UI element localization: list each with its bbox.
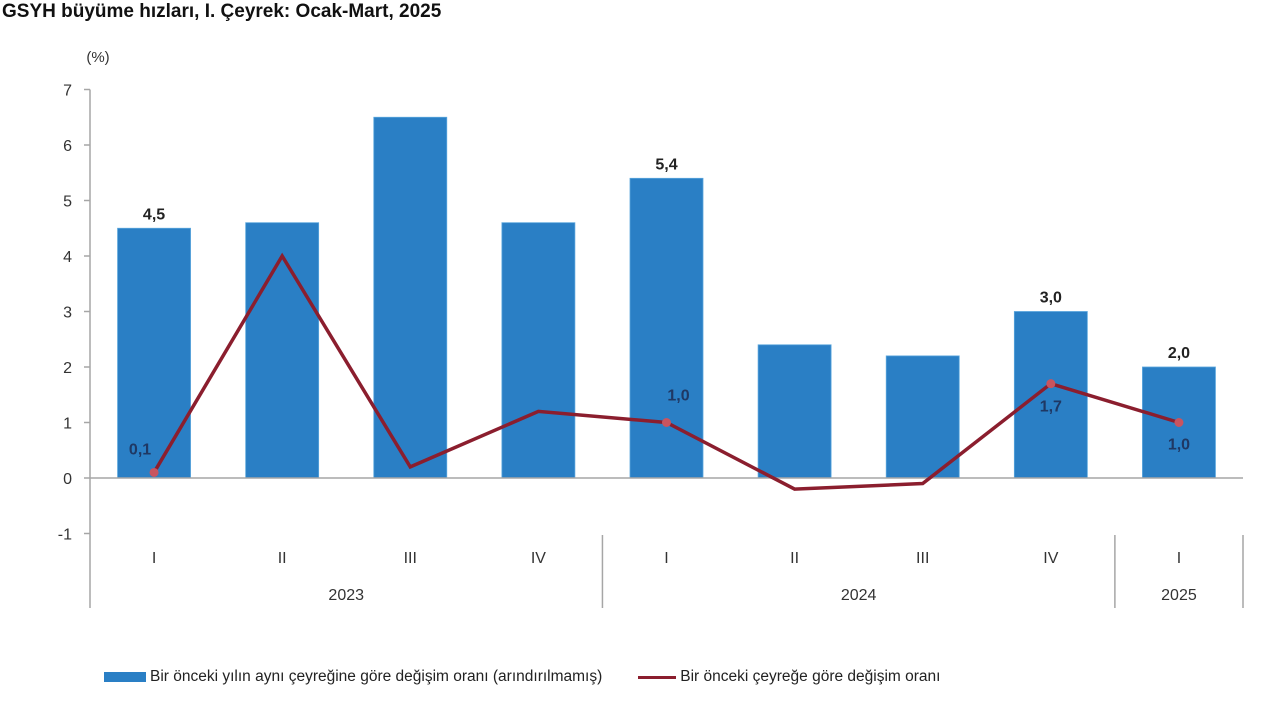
x-category-label: II — [278, 550, 287, 567]
legend: Bir önceki yılın aynı çeyreğine göre değ… — [104, 668, 976, 686]
line-value-label: 1,0 — [1168, 437, 1190, 454]
x-category-label: I — [152, 550, 156, 567]
chart-title: GSYH büyüme hızları, I. Çeyrek: Ocak-Mar… — [2, 1, 442, 22]
bar — [117, 227, 191, 479]
line-marker — [662, 418, 671, 427]
x-category-label: IV — [1043, 550, 1058, 567]
bar-value-label: 4,5 — [143, 206, 165, 223]
bar — [501, 222, 576, 479]
bar — [373, 116, 448, 479]
x-group-label: 2023 — [328, 587, 364, 604]
y-tick-label: -1 — [58, 527, 72, 544]
line-value-label: 0,1 — [129, 441, 151, 458]
line-value-label: 1,7 — [1040, 399, 1062, 416]
bar — [757, 344, 832, 479]
legend-label-line: Bir önceki çeyreğe göre değişim oranı — [680, 668, 941, 685]
x-group-label: 2025 — [1161, 587, 1197, 604]
legend-swatch-bar — [104, 672, 146, 682]
y-tick-label: 3 — [63, 305, 72, 322]
legend-swatch-line — [638, 675, 677, 679]
legend-label-bar: Bir önceki yılın aynı çeyreğine göre değ… — [150, 668, 603, 685]
legend-item-line: Bir önceki çeyreğe göre değişim oranı — [638, 668, 940, 686]
x-category-label: IV — [531, 550, 546, 567]
x-category-label: III — [916, 550, 929, 567]
legend-item-bar: Bir önceki yılın aynı çeyreğine göre değ… — [104, 668, 602, 686]
x-category-label: III — [404, 550, 417, 567]
y-tick-label: 0 — [63, 471, 72, 488]
bar — [1013, 311, 1088, 479]
line-marker — [149, 467, 159, 477]
x-category-label: I — [664, 550, 668, 567]
line-marker — [1046, 379, 1056, 389]
bar-value-label: 3,0 — [1040, 290, 1062, 307]
y-tick-label: 7 — [63, 83, 72, 100]
line-marker — [1174, 418, 1184, 427]
bar — [885, 355, 960, 479]
x-group-label: 2024 — [841, 587, 877, 604]
y-tick-label: 5 — [63, 194, 72, 211]
bar — [629, 177, 704, 479]
y-axis-unit: (%) — [86, 49, 109, 66]
y-tick-label: 6 — [63, 138, 72, 155]
line-value-label: 1,0 — [667, 388, 689, 405]
bar — [245, 222, 320, 479]
bar-value-label: 2,0 — [1168, 345, 1190, 362]
y-tick-label: 4 — [63, 249, 72, 266]
y-tick-label: 2 — [63, 360, 72, 377]
x-category-label: I — [1177, 550, 1181, 567]
x-category-label: II — [790, 550, 799, 567]
y-tick-label: 1 — [63, 416, 72, 433]
bar-value-label: 5,4 — [655, 156, 677, 173]
